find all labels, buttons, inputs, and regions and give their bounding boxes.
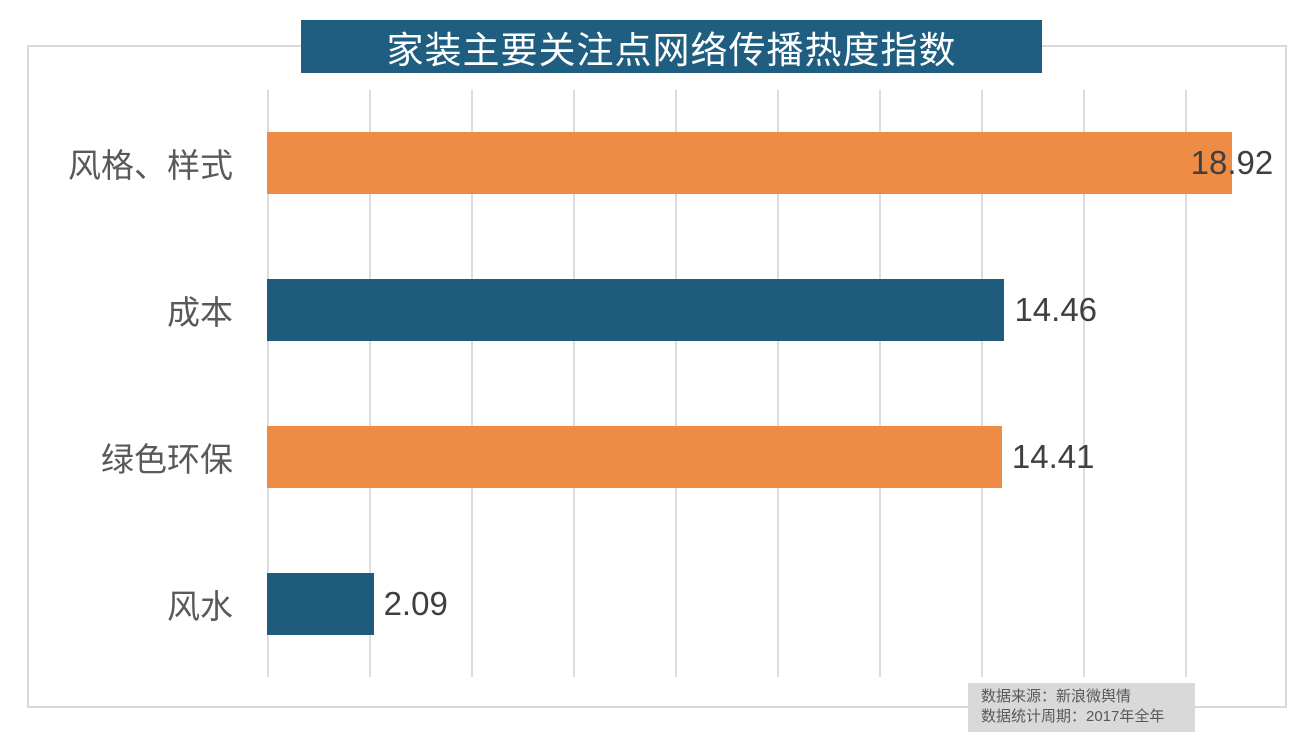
- gridline: [777, 90, 779, 677]
- bar-row: 14.41: [267, 384, 1287, 531]
- bar: [267, 425, 1002, 488]
- value-label: 2.09: [383, 584, 448, 622]
- source-note: 数据来源：新浪微舆情 数据统计周期：2017年全年: [968, 683, 1195, 732]
- bar: [267, 572, 374, 635]
- category-label: 绿色环保: [101, 440, 233, 478]
- category-label: 风格、样式: [68, 147, 233, 185]
- gridline: [1185, 90, 1187, 677]
- bar-row: 14.46: [267, 237, 1287, 384]
- chart-title: 家装主要关注点网络传播热度指数: [301, 20, 1042, 73]
- gridline: [573, 90, 575, 677]
- gridline: [369, 90, 371, 677]
- bar: [267, 132, 1232, 195]
- plot-area: 18.92 14.46 14.41 2.09: [267, 90, 1287, 677]
- category-label: 成本: [167, 294, 233, 332]
- value-label: 14.41: [1011, 437, 1095, 475]
- category-label: 风水: [167, 587, 233, 625]
- gridline: [675, 90, 677, 677]
- value-label: 14.46: [1014, 291, 1098, 329]
- gridline: [471, 90, 473, 677]
- bar: [267, 279, 1005, 342]
- bar-row: 2.09: [267, 530, 1287, 677]
- category-labels: 风格、样式成本绿色环保风水: [0, 90, 267, 677]
- value-label: 18.92: [1190, 144, 1274, 182]
- gridline: [1083, 90, 1085, 677]
- source-line-1: 数据来源：新浪微舆情: [981, 688, 1132, 705]
- gridline-layer: [267, 90, 1287, 677]
- gridline: [267, 90, 269, 677]
- gridline: [879, 90, 881, 677]
- gridline: [981, 90, 983, 677]
- bar-rows: 18.92 14.46 14.41 2.09: [267, 90, 1287, 677]
- source-line-2: 数据统计周期：2017年全年: [981, 708, 1165, 725]
- bar-row: 18.92: [267, 90, 1287, 237]
